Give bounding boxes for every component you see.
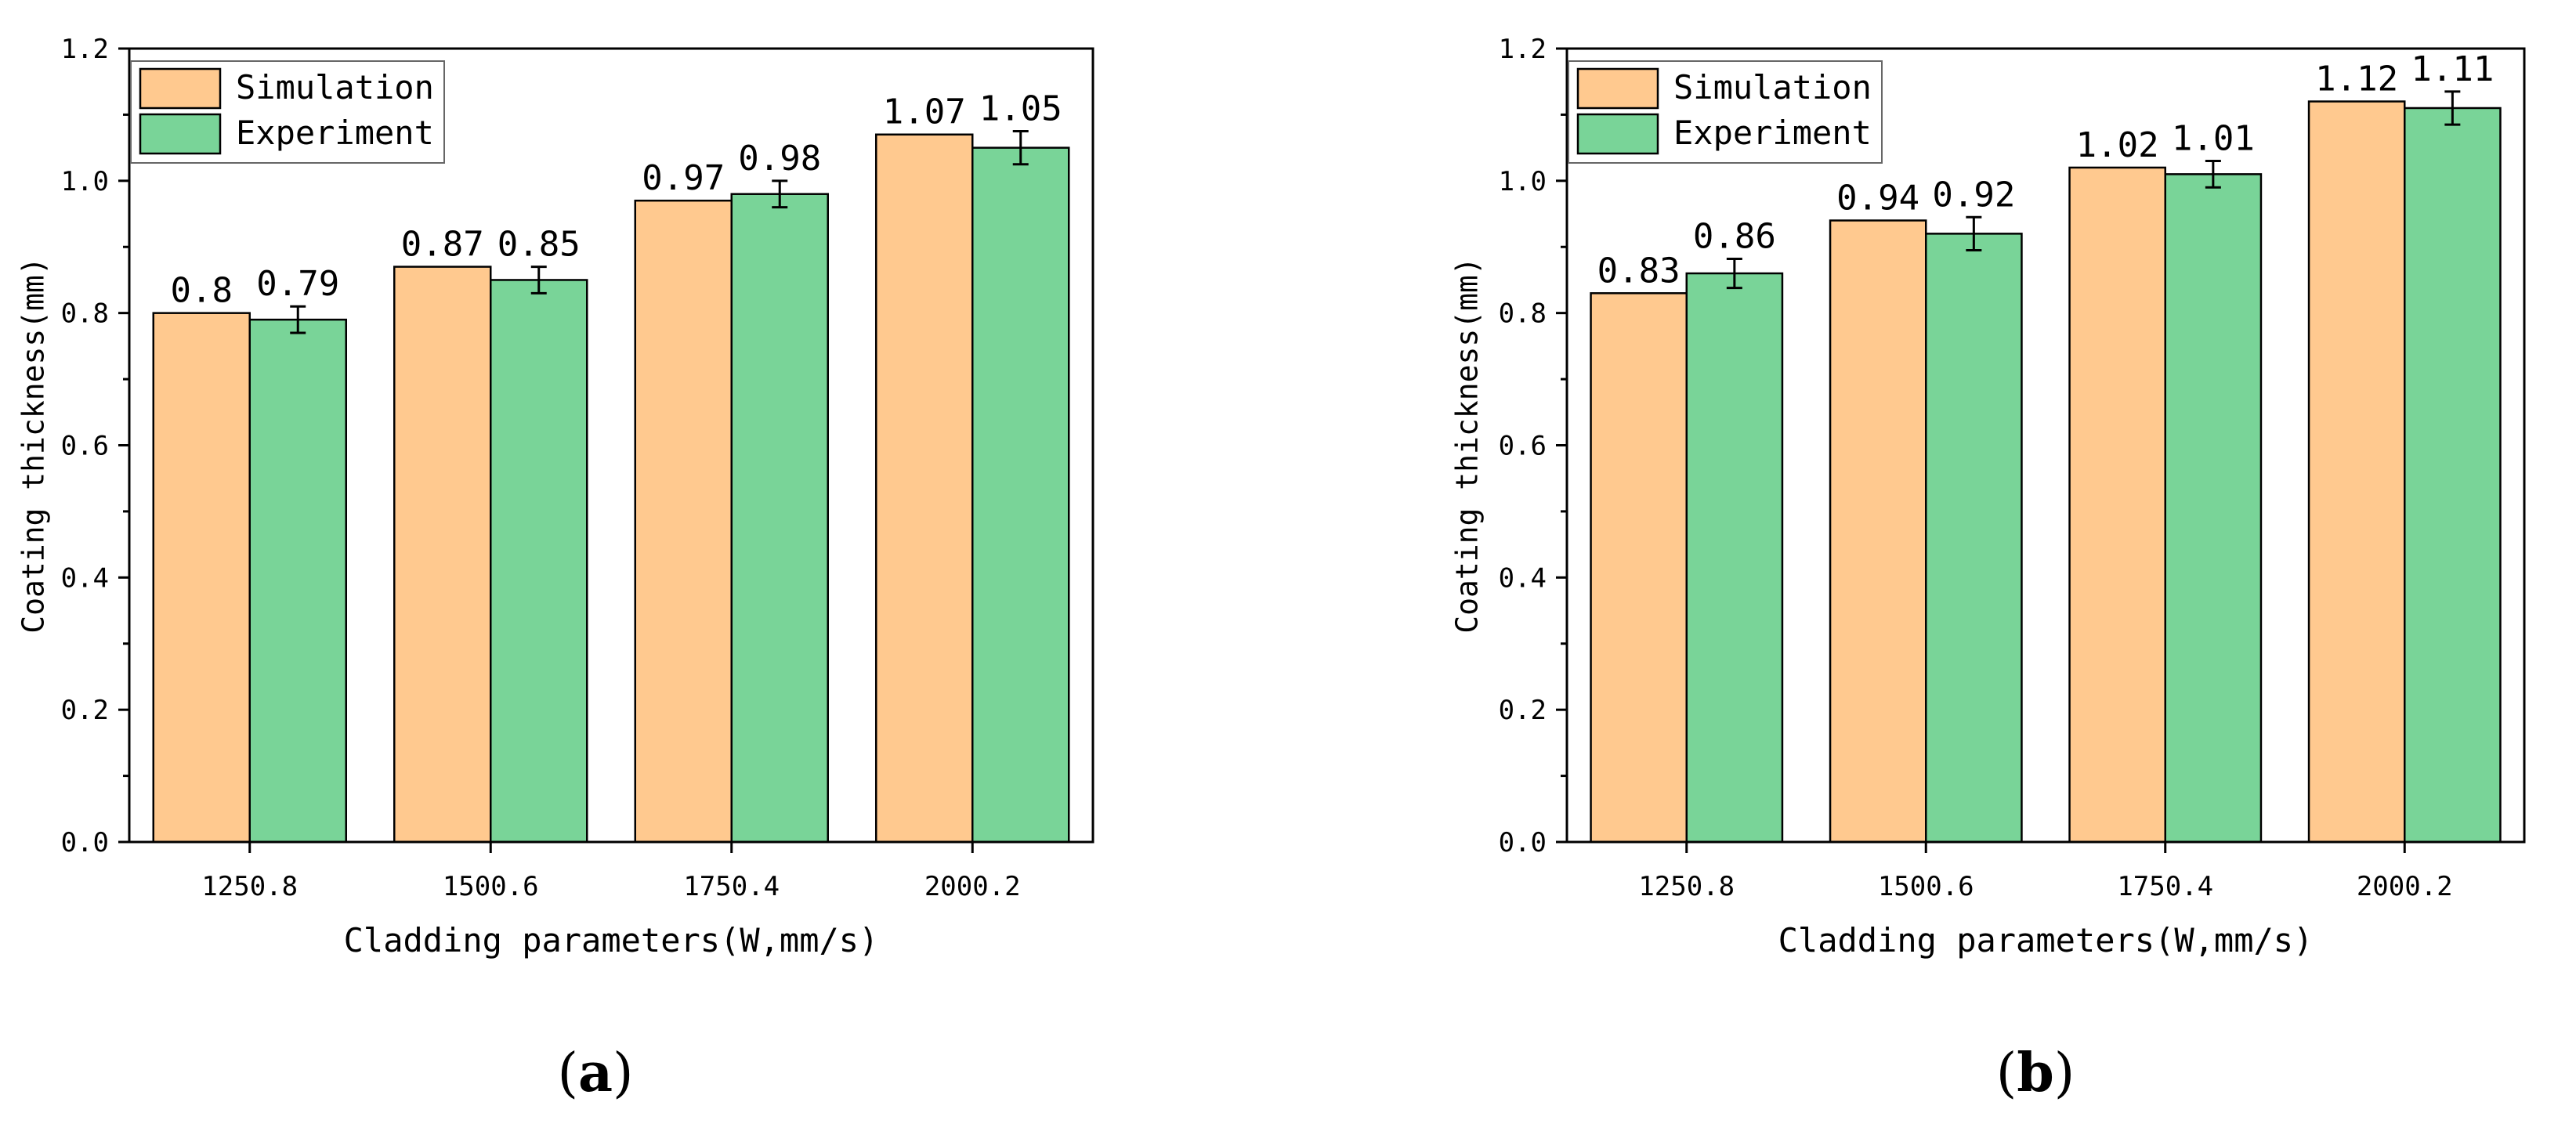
legend-label-simulation-a: Simulation <box>236 68 434 107</box>
bar-simulation-b <box>2307 100 2406 844</box>
x-axis-title-a: Cladding parameters(W,mm/s) <box>344 921 879 959</box>
data-label-b: 0.83 <box>1597 251 1681 291</box>
legend-label-simulation-b: Simulation <box>1673 68 1872 107</box>
data-label-b: 0.92 <box>1932 175 2015 215</box>
bar-simulation-a <box>875 133 974 844</box>
y-tick-label-a: 0.4 <box>61 562 109 594</box>
x-tick-label-b: 1750.4 <box>2117 871 2213 902</box>
bar-experiment-b <box>2164 173 2263 844</box>
bar-chart-a: 0.0 0.2 0.4 0.6 0.8 1.0 1.2 0.8 0.79 1250.8 0.87 0.… <box>16 34 1094 959</box>
x-tick-label-b: 1500.6 <box>1878 871 1974 902</box>
data-label-a: 1.07 <box>883 92 966 132</box>
legend-swatch-simulation-b <box>1576 67 1659 110</box>
x-tick-label-a: 2000.2 <box>924 871 1021 902</box>
y-tick-label-a: 0.6 <box>61 431 109 462</box>
y-tick-label-b: 0.6 <box>1499 431 1547 462</box>
panel-label-b: b <box>2017 1042 2054 1104</box>
legend-swatch-experiment-b <box>1576 113 1659 155</box>
chart-panel-b: 0.0 0.2 0.4 0.6 0.8 1.0 1.2 0.83 0.86 1250.8 0.94 0… <box>1434 0 2576 1131</box>
legend-label-experiment-a: Experiment <box>236 114 434 152</box>
legend-label-experiment-b: Experiment <box>1673 114 1872 152</box>
y-tick-label-b: 0.0 <box>1499 827 1547 858</box>
data-label-a: 0.97 <box>642 158 725 198</box>
y-tick-label-a: 0.2 <box>61 695 109 726</box>
y-tick-label-b: 0.8 <box>1499 298 1547 330</box>
x-tick-label-a: 1500.6 <box>443 871 539 902</box>
y-tick-label-a: 1.2 <box>61 34 109 65</box>
plot-frame-b <box>1565 47 2526 844</box>
bar-experiment-a <box>971 146 1070 844</box>
bar-chart-b: 0.0 0.2 0.4 0.6 0.8 1.0 1.2 0.83 0.86 1250.8 0.94 0… <box>1450 34 2526 959</box>
subfigure-caption-a: (a) <box>557 1042 634 1104</box>
data-label-b: 0.94 <box>1836 178 1919 218</box>
legend-swatch-simulation-a <box>139 67 222 110</box>
bar-simulation-b <box>1829 219 1927 844</box>
data-label-a: 0.98 <box>738 139 821 179</box>
data-label-a: 0.87 <box>401 225 484 265</box>
bar-simulation-a <box>393 266 492 844</box>
y-tick-label-a: 0.0 <box>61 827 109 858</box>
x-tick-label-a: 1250.8 <box>201 871 298 902</box>
plot-frame-a <box>128 47 1094 844</box>
bar-experiment-a <box>248 318 347 844</box>
x-axis-title-b: Cladding parameters(W,mm/s) <box>1778 921 2314 959</box>
data-label-a: 1.05 <box>979 89 1062 129</box>
data-label-a: 0.8 <box>171 271 233 311</box>
x-tick-label-a: 1750.4 <box>683 871 780 902</box>
chart-panel-a: 0.0 0.2 0.4 0.6 0.8 1.0 1.2 0.8 0.79 1250.8 0.87 0.… <box>16 34 1094 1104</box>
data-label-b: 1.11 <box>2411 49 2494 89</box>
y-tick-label-b: 1.0 <box>1499 166 1547 197</box>
bar-experiment-b <box>1685 272 1784 844</box>
y-tick-label-b: 0.2 <box>1499 695 1547 726</box>
y-axis-title-b: Coating thickness(mm) <box>1450 257 1485 633</box>
x-tick-label-b: 1250.8 <box>1638 871 1735 902</box>
data-label-a: 0.79 <box>256 264 339 304</box>
data-label-b: 1.02 <box>2076 125 2159 165</box>
data-label-b: 1.12 <box>2315 60 2398 99</box>
data-label-a: 0.85 <box>497 225 581 265</box>
bar-simulation-a <box>634 199 733 844</box>
legend-swatch-experiment-a <box>139 113 222 155</box>
subfigure-caption-b: (b) <box>1995 1042 2075 1104</box>
data-label-b: 1.01 <box>2172 119 2255 159</box>
bar-experiment-b <box>1925 233 2023 844</box>
bar-simulation-b <box>2068 166 2166 844</box>
bar-experiment-a <box>490 279 588 844</box>
data-label-b: 0.86 <box>1693 216 1776 256</box>
bar-simulation-a <box>152 312 251 844</box>
x-tick-label-b: 2000.2 <box>2357 871 2453 902</box>
bar-simulation-b <box>1590 292 1688 844</box>
y-axis-title-a: Coating thickness(mm) <box>16 257 51 633</box>
panel-label-a: a <box>577 1042 613 1104</box>
bar-experiment-b <box>2404 107 2502 844</box>
y-tick-label-b: 1.2 <box>1499 34 1547 65</box>
y-tick-label-b: 0.4 <box>1499 562 1547 594</box>
bar-experiment-a <box>730 193 829 844</box>
y-tick-label-a: 0.8 <box>61 298 109 330</box>
y-tick-label-a: 1.0 <box>61 166 109 197</box>
